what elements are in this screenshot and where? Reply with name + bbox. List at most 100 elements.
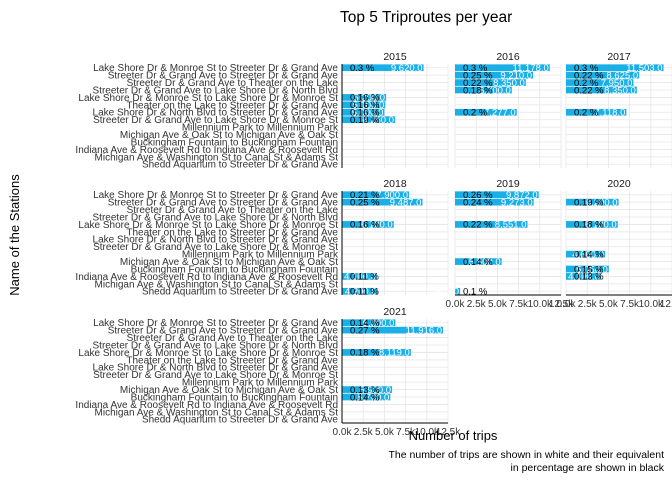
y-tick-label: Streeter Dr & Grand Ave to Theater on th…: [127, 333, 339, 344]
bar-percent-label: 0.2 %: [463, 108, 488, 119]
x-tick-label: 10.0k: [528, 299, 553, 310]
bar-percent-label: 0.25 %: [350, 197, 380, 208]
bar-value-label: 4,100.0: [344, 272, 376, 283]
bar: [342, 326, 444, 334]
bar: [342, 386, 393, 393]
y-tick-label: Lake Shore Dr & North Blvd to Streeter D…: [93, 235, 339, 246]
bar-percent-label: 0.21 %: [350, 190, 380, 201]
bar-value-label: 5,900.0: [359, 385, 391, 396]
x-tick-label: 2.5k: [354, 427, 374, 438]
bar-percent-label: 0.13 %: [350, 385, 380, 396]
x-tick-label: 2.5k: [578, 299, 598, 310]
bar-percent-label: 0.16 %: [350, 220, 380, 231]
bar: [342, 108, 385, 116]
x-tick-label: 0.0k: [557, 299, 577, 310]
bar-value-label: 5,500.0: [469, 257, 501, 268]
bar: [342, 94, 387, 101]
y-tick-label: Streeter Dr & Grand Ave to Lake Shore Dr…: [93, 242, 338, 253]
bar: [566, 86, 637, 94]
y-tick-label: Theater on the Lake to Streeter Dr & Gra…: [126, 227, 338, 238]
bar: [455, 287, 461, 295]
y-tick-label: Shedd Aquarium to Streeter Dr & Grand Av…: [142, 415, 338, 426]
bar-value-label: 7,277.0: [484, 108, 516, 119]
y-tick-label: Millennium Park to Millennium Park: [182, 378, 339, 389]
bar-value-label: 4,600.0: [572, 249, 604, 260]
bar-percent-label: 0.11 %: [350, 287, 379, 298]
bar-value-label: 6,200.0: [586, 197, 618, 208]
bar-percent-label: 0.18 %: [350, 348, 380, 359]
y-tick-label: Michigan Ave & Washington St to Canal St…: [95, 279, 339, 290]
y-tick-label: Streeter Dr & Grand Ave to Theater on th…: [127, 205, 339, 216]
bar-percent-label: 0.16 %: [350, 93, 380, 104]
caption-line-2: in percentage are shown in black: [510, 462, 664, 474]
y-tick-label: Michigan Ave & Oak St to Michigan Ave & …: [120, 257, 338, 268]
bar-value-label: 11,503.0: [626, 63, 662, 74]
x-tick-label: 7.5k: [396, 427, 416, 438]
facet-strip-label: 2020: [607, 178, 631, 190]
bar-value-label: 6,250.0: [362, 115, 394, 126]
x-tick-label: 12.5k: [549, 299, 574, 310]
bar: [455, 198, 534, 206]
y-tick-label: Lake Shore Dr & Monroe St to Streeter Dr…: [93, 318, 338, 329]
y-tick-label: Lake Shore Dr & Monroe St to Lake Shore …: [78, 220, 338, 231]
bar-percent-label: 0.26 %: [463, 190, 493, 201]
y-tick-label: Indiana Ave & Roosevelt Rd to Indiana Av…: [75, 400, 338, 411]
x-tick-label: 5.0k: [375, 427, 395, 438]
bar-value-label: 9,273.0: [501, 197, 533, 208]
bar-value-label: 6,700.0: [479, 85, 511, 96]
bar: [566, 265, 609, 273]
bar-percent-label: 0.15 %: [574, 264, 604, 275]
bar-percent-label: 0.14 %: [350, 318, 380, 329]
bar-percent-label: 0.22 %: [574, 85, 604, 96]
bar: [455, 71, 534, 79]
bar-value-label: 6,100.0: [361, 220, 393, 231]
y-tick-label: Buckingham Fountain to Buckingham Founta…: [131, 264, 338, 275]
chart-title: Top 5 Triproutes per year: [340, 9, 512, 26]
bar-value-label: 9,210.0: [500, 70, 532, 81]
bar-percent-label: 0.19 %: [350, 115, 380, 126]
bar-value-label: 8,625.0: [606, 70, 638, 81]
facet-strip-label: 2021: [383, 306, 407, 318]
bar-percent-label: 0.1 %: [463, 287, 488, 298]
bar-percent-label: 0.22 %: [463, 78, 493, 89]
y-tick-label: Streeter Dr & Grand Ave to Streeter Dr &…: [108, 198, 339, 209]
x-tick-label: 7.5k: [509, 299, 529, 310]
y-tick-label: Buckingham Fountain to Buckingham Founta…: [131, 137, 338, 148]
y-tick-label: Michigan Ave & Washington St to Canal St…: [95, 152, 339, 163]
bar-percent-label: 0.2 %: [574, 108, 599, 119]
bar: [566, 221, 618, 228]
y-tick-label: Lake Shore Dr & Monroe St to Streeter Dr…: [93, 63, 338, 74]
y-tick-label: Streeter Dr & Grand Ave to Lake Shore Dr…: [93, 85, 338, 96]
bar: [566, 198, 619, 206]
x-tick-label: 10.0k: [639, 299, 664, 310]
bar-value-label: 9,487.0: [390, 197, 422, 208]
bar: [455, 86, 512, 94]
bar-value-label: 7,118.0: [594, 108, 625, 119]
bar-percent-label: 0.14 %: [463, 257, 493, 268]
caption-line-1: The number of trips are shown in white a…: [389, 449, 665, 461]
bar-value-label: 4,100.0: [568, 272, 600, 283]
bar-percent-label: 0.22 %: [463, 220, 493, 231]
bar-value-label: 8,119.0: [379, 348, 410, 359]
bar-percent-label: 0.18 %: [463, 85, 493, 96]
bar-value-label: 600.0: [435, 287, 459, 298]
y-tick-label: Streeter Dr & Grand Ave to Lake Shore Dr…: [93, 212, 338, 223]
bar-percent-label: 0.16 %: [350, 108, 380, 119]
bar-percent-label: 0.3 %: [350, 63, 375, 74]
y-tick-label: Lake Shore Dr & Monroe St to Streeter Dr…: [93, 190, 338, 201]
bar-percent-label: 0.14 %: [574, 249, 604, 260]
bar-percent-label: 0.18 %: [574, 220, 604, 231]
bar-percent-label: 0.19 %: [574, 197, 604, 208]
y-tick-label: Millennium Park to Millennium Park: [182, 123, 339, 134]
bar-percent-label: 0.14 %: [350, 392, 380, 403]
bar: [342, 116, 395, 124]
bar-value-label: 5,200.0: [353, 93, 385, 104]
bar-percent-label: 0.22 %: [574, 70, 604, 81]
